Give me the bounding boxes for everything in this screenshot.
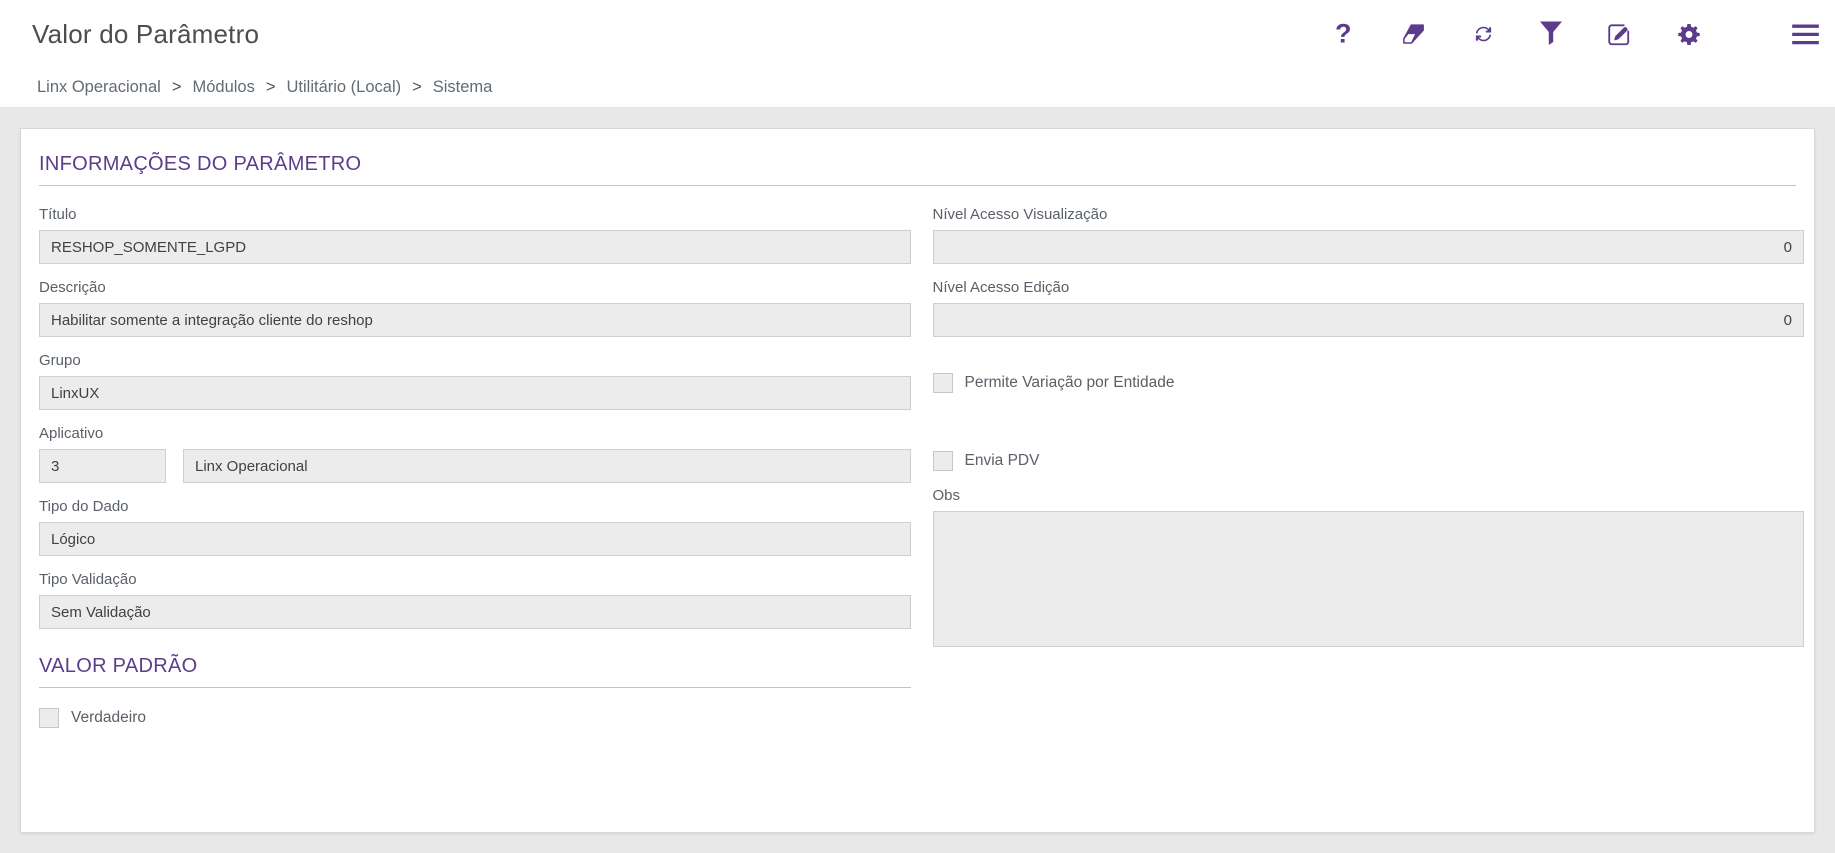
svg-text:?: ?: [1335, 21, 1352, 48]
